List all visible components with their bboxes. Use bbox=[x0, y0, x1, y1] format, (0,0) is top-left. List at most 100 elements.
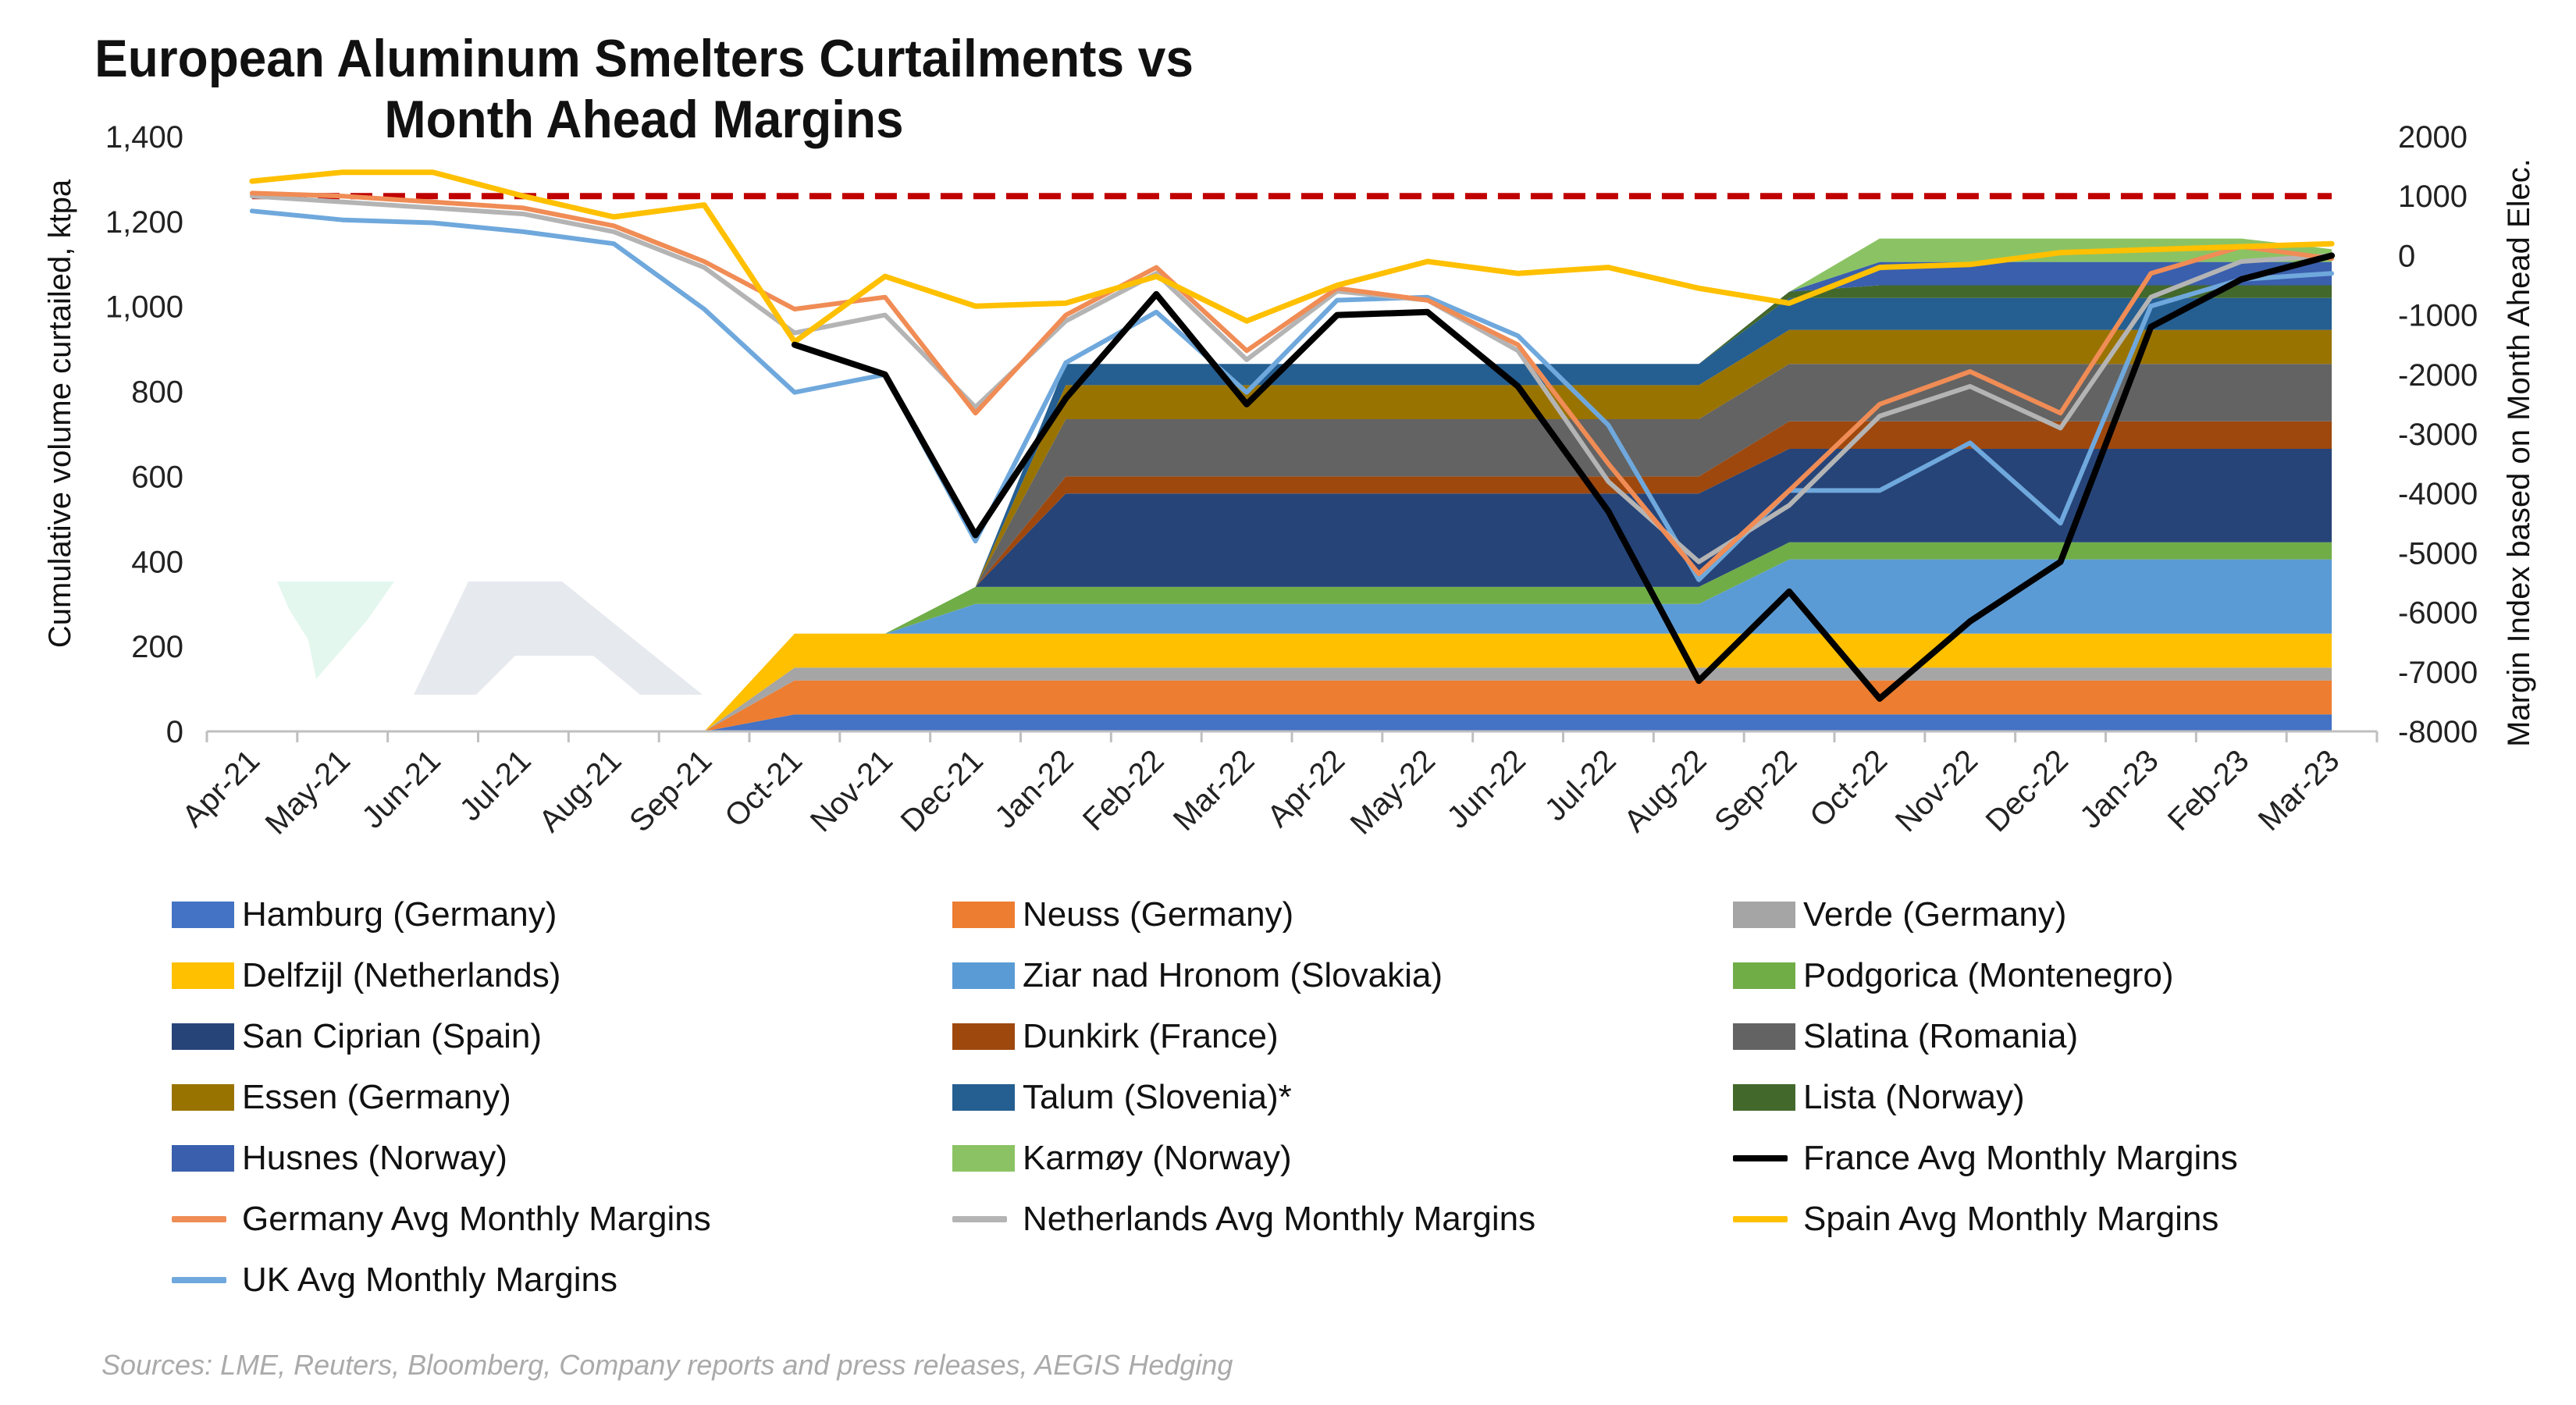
legend-item-talum-slovenia: Talum (Slovenia)* bbox=[952, 1072, 1733, 1122]
y2-tick-label: -5000 bbox=[2398, 536, 2478, 571]
x-tick-label: Mar-23 bbox=[2252, 743, 2347, 838]
area-talum-slovenia bbox=[251, 297, 2332, 731]
y2-tick-label: 1000 bbox=[2398, 180, 2467, 214]
legend-item-netherlands-avg-monthly-margins: Netherlands Avg Monthly Margins bbox=[952, 1194, 1733, 1244]
legend-item-neuss-germany: Neuss (Germany) bbox=[952, 890, 1733, 940]
legend-line-swatch bbox=[172, 1277, 226, 1283]
legend-area-swatch bbox=[172, 962, 234, 989]
x-tick-label: Dec-22 bbox=[1980, 743, 2075, 838]
legend-label: San Ciprian (Spain) bbox=[242, 1017, 542, 1055]
area-delfzijl-netherlands bbox=[251, 633, 2332, 731]
legend-area-swatch bbox=[952, 902, 1015, 928]
legend-area-swatch bbox=[1733, 1023, 1795, 1050]
legend-label: Neuss (Germany) bbox=[1023, 895, 1294, 934]
legend-label: Essen (Germany) bbox=[242, 1078, 511, 1116]
legend-item-lista-norway: Lista (Norway) bbox=[1733, 1072, 2435, 1122]
x-tick-label: Sep-22 bbox=[1708, 743, 1803, 838]
x-tick-label: Jul-22 bbox=[1539, 743, 1623, 827]
y-tick-label: 200 bbox=[131, 630, 183, 664]
y-tick-label: 1,400 bbox=[105, 120, 183, 155]
y-tick-label: 600 bbox=[131, 460, 183, 494]
legend-item-dunkirk-france: Dunkirk (France) bbox=[952, 1012, 1733, 1062]
x-tick-label: Jul-21 bbox=[454, 743, 538, 827]
source-note: Sources: LME, Reuters, Bloomberg, Compan… bbox=[101, 1349, 1233, 1381]
y-tick-label: 400 bbox=[131, 545, 183, 579]
y2-tick-label: -2000 bbox=[2398, 358, 2478, 393]
legend-area-swatch bbox=[952, 1145, 1015, 1172]
chart-plot: 0 200 400 600 800 1,000 1,200 1,400 -8000 -7000 -6… bbox=[43, 120, 2536, 841]
x-tick-label: Dec-21 bbox=[895, 743, 990, 838]
legend-line-swatch bbox=[1733, 1155, 1788, 1161]
legend-area-swatch bbox=[952, 962, 1015, 989]
chart-title: European Aluminum Smelters Curtailments … bbox=[94, 29, 1194, 149]
x-tick-label: Jan-23 bbox=[2073, 743, 2165, 835]
legend-item-germany-avg-monthly-margins: Germany Avg Monthly Margins bbox=[172, 1194, 952, 1244]
x-tick-label: Oct-21 bbox=[718, 743, 809, 834]
legend-area-swatch bbox=[1733, 1084, 1795, 1111]
x-tick-label: Nov-22 bbox=[1889, 743, 1984, 838]
legend-area-swatch bbox=[172, 1145, 234, 1172]
legend-area-swatch bbox=[172, 1084, 234, 1111]
x-tick-label: Feb-22 bbox=[1076, 743, 1171, 838]
legend-item-slatina-romania: Slatina (Romania) bbox=[1733, 1012, 2435, 1062]
legend-item-essen-germany: Essen (Germany) bbox=[172, 1072, 952, 1122]
axes bbox=[205, 730, 2379, 742]
area-hamburg-germany bbox=[251, 714, 2332, 731]
x-tick-label: Aug-22 bbox=[1617, 743, 1713, 838]
legend-label: Delfzijl (Netherlands) bbox=[242, 956, 561, 994]
y2-tick-label: -4000 bbox=[2398, 477, 2478, 511]
x-tick-label: Jan-22 bbox=[988, 743, 1080, 835]
y2-tick-label: 2000 bbox=[2398, 120, 2467, 155]
x-tick-label: Mar-22 bbox=[1167, 743, 1261, 838]
legend-item-san-ciprian-spain: San Ciprian (Spain) bbox=[172, 1012, 952, 1062]
y-tick-label: 1,200 bbox=[105, 205, 183, 240]
x-tick-label: Jun-22 bbox=[1440, 743, 1532, 835]
x-tick-label: Apr-21 bbox=[176, 743, 266, 834]
legend-area-swatch bbox=[1733, 962, 1795, 989]
legend-label: Dunkirk (France) bbox=[1023, 1017, 1279, 1055]
legend-label: Karmøy (Norway) bbox=[1023, 1139, 1292, 1177]
legend-label: Lista (Norway) bbox=[1803, 1078, 2025, 1116]
legend-label: Husnes (Norway) bbox=[242, 1139, 507, 1177]
legend: Hamburg (Germany) Neuss (Germany) Verde (G… bbox=[172, 890, 2435, 1305]
legend-area-swatch bbox=[1733, 902, 1795, 928]
x-tick-label: Apr-22 bbox=[1261, 743, 1351, 834]
area-essen-germany bbox=[251, 329, 2332, 732]
legend-item-karm-y-norway: Karmøy (Norway) bbox=[952, 1133, 1733, 1183]
legend-area-swatch bbox=[172, 902, 234, 928]
legend-label: Talum (Slovenia)* bbox=[1023, 1078, 1292, 1116]
y-tick-label: 800 bbox=[131, 375, 183, 410]
legend-label: Slatina (Romania) bbox=[1803, 1017, 2079, 1055]
y-tick-label: 0 bbox=[166, 715, 183, 749]
line-netherlands-avg-monthly-margins bbox=[249, 194, 2335, 564]
line-uk-avg-monthly-margins bbox=[249, 208, 2335, 582]
line-spain-avg-monthly-margins bbox=[249, 169, 2335, 345]
legend-item-delfzijl-netherlands: Delfzijl (Netherlands) bbox=[172, 951, 952, 1001]
x-tick-label: Nov-21 bbox=[804, 743, 899, 838]
legend-label: France Avg Monthly Margins bbox=[1803, 1139, 2238, 1177]
legend-item-husnes-norway: Husnes (Norway) bbox=[172, 1133, 952, 1183]
legend-item-spain-avg-monthly-margins: Spain Avg Monthly Margins bbox=[1733, 1194, 2435, 1244]
legend-item-verde-germany: Verde (Germany) bbox=[1733, 890, 2435, 940]
legend-label: Verde (Germany) bbox=[1803, 895, 2067, 934]
y2-axis-title: Margin Index based on Month Ahead Elec. bbox=[2502, 158, 2536, 747]
x-tick-label: May-21 bbox=[259, 743, 357, 841]
legend-label: Spain Avg Monthly Margins bbox=[1803, 1200, 2219, 1238]
legend-label: Ziar nad Hronom (Slovakia) bbox=[1023, 956, 1443, 994]
y2-tick-label: -3000 bbox=[2398, 418, 2478, 452]
area-ziar-nad-hronom-slovakia bbox=[251, 559, 2332, 731]
legend-item-ziar-nad-hronom-slovakia: Ziar nad Hronom (Slovakia) bbox=[952, 951, 1733, 1001]
x-tick-label: Jun-21 bbox=[355, 743, 447, 835]
margin-lines bbox=[249, 169, 2336, 702]
watermark-logo bbox=[277, 582, 703, 695]
legend-line-swatch bbox=[952, 1216, 1007, 1222]
area-dunkirk-france bbox=[251, 421, 2332, 731]
y2-tick-label: 0 bbox=[2398, 239, 2415, 273]
legend-item-podgorica-montenegro: Podgorica (Montenegro) bbox=[1733, 951, 2435, 1001]
legend-area-swatch bbox=[172, 1023, 234, 1050]
line-france-avg-monthly-margins bbox=[791, 252, 2336, 702]
x-tick-label: Sep-21 bbox=[623, 743, 718, 838]
legend-area-swatch bbox=[952, 1023, 1015, 1050]
legend-item-hamburg-germany: Hamburg (Germany) bbox=[172, 890, 952, 940]
area-neuss-germany bbox=[251, 680, 2332, 731]
